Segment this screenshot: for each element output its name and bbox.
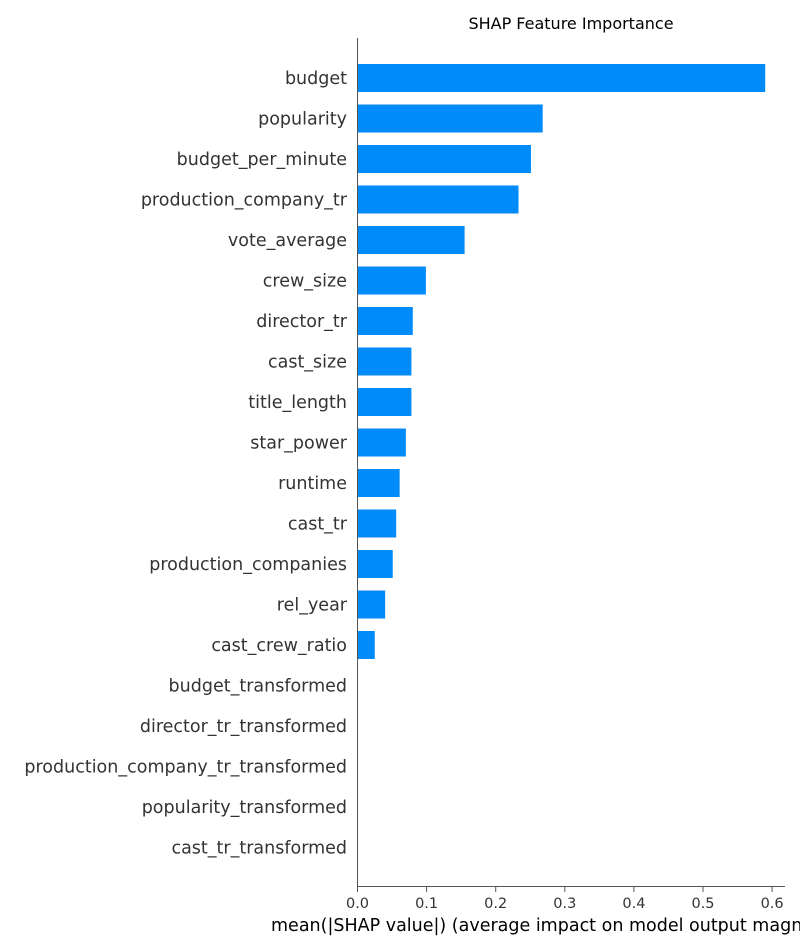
bar-production-companies [357, 550, 393, 578]
category-label-director-tr: director_tr [256, 312, 348, 332]
bar-popularity [357, 104, 543, 133]
bars-group [357, 64, 766, 659]
bar-budget [357, 64, 766, 92]
x-tick-label: 0.5 [691, 896, 714, 912]
bar-rel-year [357, 590, 386, 619]
category-label-popularity-transformed: popularity_transformed [142, 798, 347, 818]
category-label-cast-tr-transformed: cast_tr_transformed [171, 839, 347, 859]
x-tick-label: 0.4 [622, 896, 645, 912]
category-label-crew-size: crew_size [263, 272, 347, 292]
category-label-rel-year: rel_year [277, 596, 348, 616]
category-label-director-tr-transformed: director_tr_transformed [140, 717, 347, 737]
x-tick-label: 0.1 [415, 896, 438, 912]
category-label-cast-size: cast_size [268, 353, 347, 373]
x-tick-label: 0.0 [346, 896, 369, 912]
category-labels-group: budget popularity budget_per_minuteproduct… [24, 69, 347, 859]
bar-star-power [357, 428, 406, 457]
category-label-production-company-tr-transformed: production_company_tr_transformed [24, 758, 347, 778]
bar-vote-average [357, 226, 465, 254]
bar-budget-per-minute [357, 145, 531, 173]
bar-production-company-tr [357, 185, 519, 214]
category-label-cast-tr: cast_tr [288, 515, 348, 535]
category-label-production-company-tr: production_company_tr [141, 191, 348, 211]
category-label-title-length: title_length [248, 393, 347, 413]
category-label-star-power: star_power [250, 434, 348, 454]
category-label-runtime: runtime [278, 474, 347, 494]
chart-title: SHAP Feature Importance [468, 14, 673, 33]
category-label-budget-transformed: budget_transformed [169, 677, 347, 697]
bar-title-length [357, 388, 412, 416]
x-tick-label: 0.2 [484, 896, 507, 912]
x-ticks-group: 0.0 0.1 0.2 0.3 0.4 0.5 0.6 [346, 887, 784, 912]
bar-cast-crew-ratio [357, 631, 375, 659]
category-label-budget-per-minute: budget_per_minute [177, 150, 347, 170]
bar-crew-size [357, 266, 426, 295]
category-label-vote-average: vote_average [228, 231, 347, 251]
category-label-production-companies: production_companies [149, 555, 347, 575]
bar-runtime [357, 469, 400, 497]
bar-director-tr [357, 307, 413, 335]
x-tick-label: 0.6 [761, 896, 784, 912]
category-label-budget: budget [285, 69, 347, 89]
x-axis-title: mean(|SHAP value|) (average impact on mo… [271, 916, 800, 936]
x-tick-label: 0.3 [553, 896, 576, 912]
bar-cast-size [357, 347, 412, 376]
category-label-cast-crew-ratio: cast_crew_ratio [211, 636, 347, 656]
category-label-popularity: popularity [258, 110, 347, 130]
bar-cast-tr [357, 509, 397, 538]
